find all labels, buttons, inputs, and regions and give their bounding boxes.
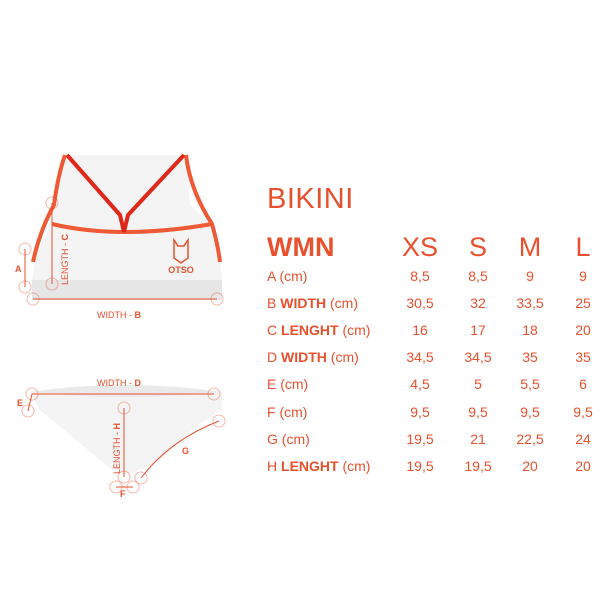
row-measure: LENGHT <box>281 457 339 474</box>
table-cell: 9 <box>526 268 534 284</box>
row-unit: (cm) <box>342 457 371 474</box>
label-a: A <box>15 264 22 274</box>
row-label: B WIDTH (cm) <box>267 295 358 311</box>
label-g: G <box>182 446 189 456</box>
row-letter: F <box>267 403 276 420</box>
table-cell: 9 <box>579 268 587 284</box>
row-measure: LENGHT <box>281 322 339 339</box>
label-width-b: WIDTH - B <box>97 310 142 320</box>
table-cell: 5,5 <box>520 376 540 393</box>
row-label: D WIDTH (cm) <box>267 349 359 365</box>
table-cell: 19,5 <box>464 457 492 474</box>
row-label: C LENGHT (cm) <box>267 322 370 338</box>
table-cell: 20 <box>522 457 538 474</box>
row-unit: (cm) <box>279 403 308 420</box>
bikini-bottom: WIDTH - D E LENGTH - H G F <box>17 378 226 499</box>
size-header-m: M <box>518 232 542 262</box>
table-cell: 35 <box>575 349 591 366</box>
table-cell: 9,5 <box>573 403 593 420</box>
row-measure: WIDTH <box>281 349 327 366</box>
chart-title: BIKINI <box>267 183 354 215</box>
table-cell: 16 <box>412 322 428 339</box>
table-cell: 4,5 <box>410 376 430 393</box>
row-unit: (cm) <box>280 376 309 393</box>
row-unit: (cm) <box>279 268 308 284</box>
table-cell: 6 <box>579 376 587 393</box>
table-cell: 24 <box>575 430 591 447</box>
label-length-c: LENGTH - C <box>60 233 70 285</box>
row-letter: A <box>267 268 276 284</box>
bikini-top: OTSO A LENGTH - C WIDTH - B <box>15 153 224 320</box>
row-letter: B <box>267 295 277 312</box>
row-label: H LENGHT (cm) <box>267 458 370 474</box>
table-cell: 18 <box>522 322 538 339</box>
table-cell: 8,5 <box>468 268 488 284</box>
table-cell: 33,5 <box>516 295 544 312</box>
row-letter: C <box>267 322 278 339</box>
row-label: F (cm) <box>267 404 307 420</box>
table-cell: 17 <box>470 322 486 339</box>
table-cell: 19,5 <box>406 430 434 447</box>
table-cell: 20 <box>575 322 591 339</box>
table-cell: 34,5 <box>464 349 492 366</box>
table-cell: 20 <box>575 457 591 474</box>
table-cell: 22,5 <box>516 430 544 447</box>
size-header-xs: XS <box>401 232 439 262</box>
row-label: A (cm) <box>267 268 307 284</box>
label-e: E <box>17 398 23 408</box>
row-unit: (cm) <box>281 430 310 447</box>
label-width-d: WIDTH - D <box>97 378 142 388</box>
row-letter: H <box>267 457 278 474</box>
table-cell: 32 <box>470 295 486 312</box>
row-letter: D <box>267 349 278 366</box>
table-cell: 35 <box>522 349 538 366</box>
row-unit: (cm) <box>330 349 359 366</box>
table-cell: 34,5 <box>406 349 434 366</box>
size-header-s: S <box>468 232 487 262</box>
table-cell: 25 <box>575 295 591 312</box>
row-label: E (cm) <box>267 376 308 392</box>
table-cell: 5 <box>474 376 482 393</box>
row-letter: E <box>267 376 277 393</box>
table-cell: 21 <box>470 430 486 447</box>
row-label: G (cm) <box>267 431 310 447</box>
table-cell: 9,5 <box>468 403 488 420</box>
otso-logo: OTSO <box>168 237 194 275</box>
table-cell: 30,5 <box>406 295 434 312</box>
label-f: F <box>120 489 126 499</box>
row-unit: (cm) <box>330 295 359 312</box>
bikini-diagram: OTSO A LENGTH - C WIDTH - B WIDTH - D <box>15 153 226 499</box>
table-cell: 9,5 <box>410 403 430 420</box>
row-measure: WIDTH <box>280 295 327 312</box>
gender-header: WMN <box>267 232 335 262</box>
label-length-h: LENGTH - H <box>112 423 122 474</box>
row-letter: G <box>267 430 278 447</box>
table-cell: 8,5 <box>410 268 430 284</box>
table-cell: 19,5 <box>406 457 434 474</box>
row-unit: (cm) <box>342 322 371 339</box>
svg-text:OTSO: OTSO <box>168 265 194 275</box>
table-cell: 9,5 <box>520 403 540 420</box>
size-header-l: L <box>575 232 591 262</box>
